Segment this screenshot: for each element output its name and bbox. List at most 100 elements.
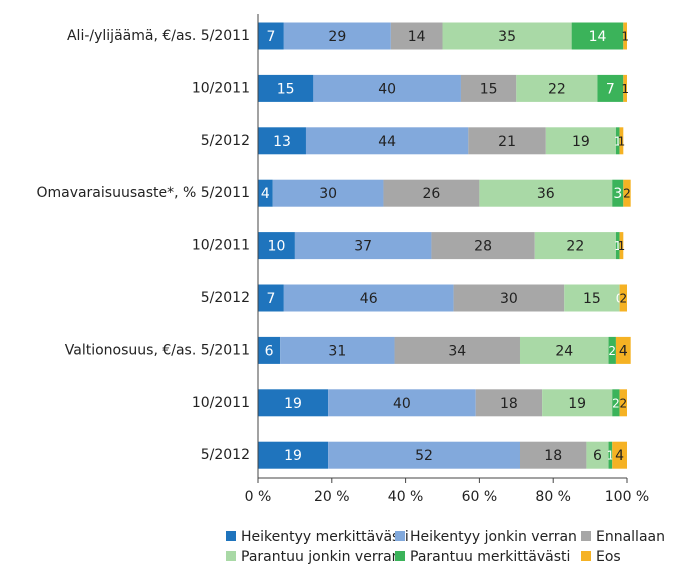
data-label: 15 <box>277 81 295 97</box>
bar-segment <box>313 74 461 102</box>
y-tick-label: Ali-/ylijäämä, €/as. 5/2011 <box>67 28 250 44</box>
bar-segment <box>294 232 432 260</box>
data-label: 19 <box>572 134 590 150</box>
legend-swatch <box>581 531 591 541</box>
x-tick-label: 20 % <box>314 489 350 505</box>
legend-label: Ennallaan <box>596 529 665 545</box>
x-tick-label: 100 % <box>605 489 649 505</box>
data-label: 2 <box>619 292 627 306</box>
bar-segment <box>305 127 469 155</box>
data-label: 1 <box>621 30 629 44</box>
data-label: 21 <box>498 134 516 150</box>
data-label: 24 <box>555 343 573 359</box>
data-label: 2 <box>623 187 631 201</box>
bar-segment <box>390 22 443 50</box>
data-label: 7 <box>266 291 275 307</box>
data-label: 29 <box>328 29 346 45</box>
bar-segment <box>280 336 395 364</box>
bar-segment <box>597 74 624 102</box>
legend-label: Eos <box>596 549 621 565</box>
legend-swatch <box>395 531 405 541</box>
data-label: 13 <box>273 134 291 150</box>
data-label: 28 <box>474 239 492 255</box>
data-label: 31 <box>328 343 346 359</box>
y-tick-label: 10/2011 <box>192 80 250 96</box>
data-label: 37 <box>354 239 372 255</box>
data-label: 30 <box>319 186 337 202</box>
data-label: 2 <box>619 396 627 410</box>
bar-segment <box>516 74 598 102</box>
bar-segment <box>258 232 295 260</box>
y-tick-label: 5/2012 <box>201 447 250 463</box>
bar-segment <box>258 127 306 155</box>
bar-segment <box>468 127 546 155</box>
legend-label: Parantuu jonkin verran <box>241 549 401 565</box>
legend-swatch <box>226 531 236 541</box>
bar-segment <box>542 389 613 417</box>
y-tick-label: 5/2012 <box>201 133 250 149</box>
data-label: 46 <box>360 291 378 307</box>
bar-segment <box>619 284 627 312</box>
data-label: 3 <box>613 186 622 202</box>
data-label: 1 <box>614 134 622 148</box>
bar-segment <box>608 336 616 364</box>
y-tick-label: Valtionosuus, €/as. 5/2011 <box>65 342 250 358</box>
bar-segment <box>545 127 616 155</box>
bar-segment <box>453 284 565 312</box>
data-label: 18 <box>544 448 562 464</box>
y-tick-label: 5/2012 <box>201 290 250 306</box>
bar-segment <box>623 74 627 102</box>
data-label: 10 <box>268 239 286 255</box>
bar-segment <box>619 232 624 260</box>
bar-segment <box>586 441 609 469</box>
bar-segment <box>612 389 620 417</box>
data-label: 40 <box>393 396 411 412</box>
data-label: 1 <box>621 82 629 96</box>
bar-segment <box>394 336 520 364</box>
data-label: 22 <box>548 81 566 97</box>
data-label: 1 <box>614 239 622 253</box>
bar-segment <box>519 336 609 364</box>
bar-segment <box>571 22 624 50</box>
data-label: 36 <box>537 186 555 202</box>
bar-segment <box>608 441 613 469</box>
legend-swatch <box>226 551 236 561</box>
bar-segment <box>612 441 627 469</box>
data-label: 14 <box>408 29 426 45</box>
data-label: 4 <box>615 448 624 464</box>
data-label: 26 <box>423 186 441 202</box>
y-tick-label: 10/2011 <box>192 395 250 411</box>
data-label: 4 <box>261 186 270 202</box>
data-label: 6 <box>593 448 602 464</box>
y-tick-label: Omavaraisuusaste*, % 5/2011 <box>36 185 250 201</box>
bar-segment <box>258 179 273 207</box>
bar-segment <box>615 127 620 155</box>
bar-segment <box>619 389 627 417</box>
data-label: 30 <box>500 291 518 307</box>
data-label: 4 <box>619 343 628 359</box>
bar-segment <box>258 441 329 469</box>
bar-segment <box>258 336 281 364</box>
data-label: 22 <box>566 239 584 255</box>
data-label: 44 <box>378 134 396 150</box>
bar-segment <box>534 232 616 260</box>
data-label: 6 <box>265 343 274 359</box>
bar-segment <box>442 22 572 50</box>
data-label: 18 <box>500 396 518 412</box>
legend-label: Heikentyy merkittävästi <box>241 529 409 545</box>
data-label: 34 <box>448 343 466 359</box>
bar-segment <box>383 179 480 207</box>
data-label: 19 <box>284 396 302 412</box>
data-label: 19 <box>568 396 586 412</box>
y-tick-label: 10/2011 <box>192 238 250 254</box>
data-label: 19 <box>284 448 302 464</box>
bar-segment <box>612 179 624 207</box>
data-label: 1 <box>618 134 626 148</box>
bar-segment <box>619 127 624 155</box>
bar-segment <box>615 232 620 260</box>
data-label: 52 <box>415 448 433 464</box>
bar-segment <box>479 179 613 207</box>
x-tick-label: 40 % <box>388 489 424 505</box>
data-label: 2 <box>612 396 620 410</box>
